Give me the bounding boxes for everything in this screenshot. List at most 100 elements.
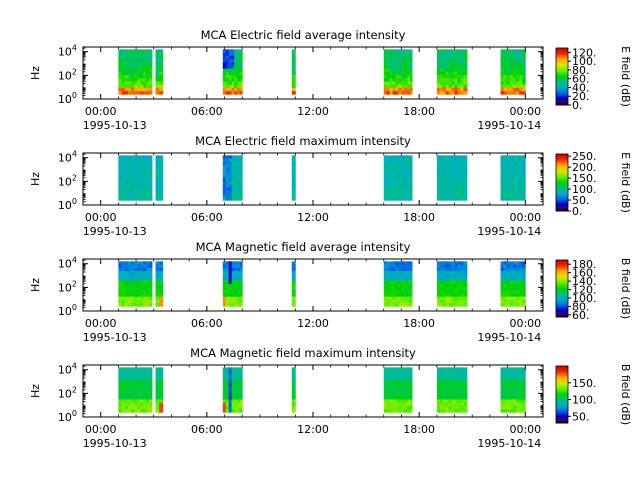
colorbar-swatch [556, 284, 568, 287]
colorbar-swatch [556, 301, 568, 304]
heatmap-cell [149, 197, 153, 201]
heatmap-cell [124, 274, 129, 278]
heatmap-cell [140, 280, 144, 285]
heatmap-cell [234, 78, 238, 82]
heatmap-cell [386, 184, 391, 188]
heatmap-cell [463, 190, 468, 195]
heatmap-cell [463, 373, 468, 378]
heatmap-cell [410, 270, 413, 275]
colorbar-swatch [556, 291, 568, 294]
heatmap-cell [231, 299, 235, 304]
heatmap-cell [395, 402, 399, 407]
colorbar-swatch [556, 96, 568, 99]
heatmap-cell [439, 409, 444, 413]
heatmap-cell [500, 293, 505, 298]
colorbar-swatch [556, 375, 568, 378]
heatmap-cell [506, 168, 511, 172]
heatmap-cell [383, 380, 388, 384]
colorbar-swatch [556, 315, 568, 318]
heatmap-cell [291, 91, 296, 95]
heatmap-cell [522, 87, 526, 92]
heatmap-cell [516, 386, 520, 391]
heatmap-cell [140, 399, 144, 404]
heatmap-cell [509, 58, 514, 63]
heatmap-cell [512, 274, 517, 278]
heatmap-cell [140, 261, 144, 265]
heatmap-cell [509, 81, 514, 86]
heatmap-cell [118, 84, 122, 89]
heatmap-cell [442, 399, 447, 404]
heatmap-cell [503, 303, 508, 307]
heatmap-cell [386, 84, 391, 89]
heatmap-cell [439, 367, 444, 371]
heatmap-cell [503, 158, 508, 163]
heatmap-cell [140, 58, 144, 63]
heatmap-cell [146, 197, 150, 201]
heatmap-cell [383, 293, 388, 298]
heatmap-cell [395, 399, 399, 404]
heatmap-cell [134, 405, 138, 410]
heatmap-cell [395, 155, 399, 159]
heatmap-cell [519, 396, 523, 400]
heatmap-cell [512, 164, 517, 169]
heatmap-cell [404, 197, 408, 201]
heatmap-cell [398, 158, 402, 163]
heatmap-cell [159, 389, 164, 394]
heatmap-cell [392, 187, 396, 192]
heatmap-cell [445, 68, 450, 73]
heatmap-cell [410, 55, 413, 60]
heatmap-cell [516, 402, 520, 407]
heatmap-cell [291, 267, 296, 272]
heatmap-cell [228, 187, 233, 192]
heatmap-cell [121, 78, 126, 82]
heatmap-cell [124, 396, 129, 400]
heatmap-cell [404, 164, 408, 169]
heatmap-cell [131, 58, 135, 63]
heatmap-cell [389, 402, 394, 407]
heatmap-cell [395, 190, 399, 195]
heatmap-cell [451, 164, 455, 169]
heatmap-cell [448, 91, 452, 95]
heatmap-cell [222, 277, 227, 282]
heatmap-cell [146, 177, 150, 182]
heatmap-cell [512, 405, 517, 410]
heatmap-cell [436, 168, 441, 172]
heatmap-cell [155, 287, 160, 291]
heatmap-cell [389, 49, 394, 53]
heatmap-cell [389, 303, 394, 307]
heatmap-cell [448, 287, 452, 291]
colorbar-swatch [556, 162, 568, 165]
heatmap-cell [239, 161, 243, 166]
heatmap-cell [500, 81, 505, 86]
heatmap-cell [127, 75, 132, 79]
heatmap-cell [124, 287, 129, 291]
heatmap-cell [442, 367, 447, 371]
heatmap-cell [439, 71, 444, 76]
heatmap-cell [146, 187, 150, 192]
heatmap-cell [137, 49, 141, 53]
heatmap-cell [392, 270, 396, 275]
heatmap-cell [445, 164, 450, 169]
heatmap-cell [386, 405, 391, 410]
heatmap-cell [460, 52, 464, 57]
heatmap-cell [231, 396, 235, 400]
heatmap-cell [460, 190, 464, 195]
heatmap-cell [445, 52, 450, 57]
heatmap-cell [155, 290, 160, 294]
heatmap-cell [389, 65, 394, 70]
heatmap-cell [516, 164, 520, 169]
heatmap-cell [463, 290, 468, 294]
heatmap-cell [159, 290, 164, 294]
colorbar-swatch [556, 264, 568, 267]
colorbar-swatch [556, 285, 568, 288]
heatmap-cell [291, 78, 296, 82]
heatmap-cell [383, 75, 388, 79]
heatmap-cell [448, 193, 452, 198]
heatmap-cell [509, 177, 514, 182]
heatmap-cell [436, 55, 441, 60]
colorbar-swatch [556, 410, 568, 413]
heatmap-cell [225, 280, 230, 285]
heatmap-cell [124, 171, 129, 176]
heatmap-cell [149, 58, 153, 63]
heatmap-cell [463, 187, 468, 192]
